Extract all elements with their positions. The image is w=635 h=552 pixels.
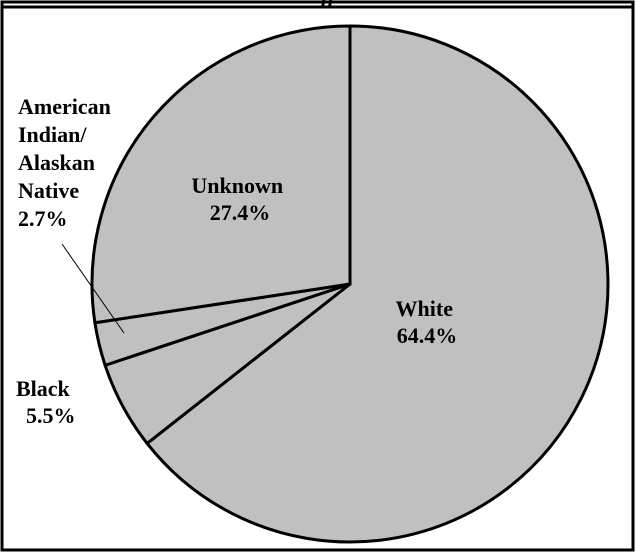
leader-line-american-indian bbox=[61, 243, 125, 334]
label-american-indian-line1: American bbox=[18, 94, 111, 119]
label-american-indian: American Indian/ Alaskan Native 2.7% bbox=[18, 94, 116, 231]
label-white-pct: 64.4% bbox=[397, 323, 458, 348]
label-unknown-pct: 27.4% bbox=[210, 200, 271, 225]
label-unknown: Unknown 27.4% bbox=[191, 173, 288, 225]
label-white-name: White bbox=[396, 296, 454, 321]
chart-title-fragment: ff bbox=[321, 0, 338, 9]
label-black-pct: 5.5% bbox=[26, 403, 76, 428]
label-black: Black 5.5% bbox=[16, 376, 76, 428]
label-american-indian-line3: Alaskan bbox=[18, 150, 95, 175]
label-white: White 64.4% bbox=[396, 296, 459, 348]
label-black-name: Black bbox=[16, 376, 71, 401]
label-american-indian-line2: Indian/ bbox=[18, 122, 87, 147]
pie-slice-unknown bbox=[90, 24, 352, 325]
pie-slice-white bbox=[145, 24, 610, 544]
label-american-indian-line4: Native bbox=[18, 178, 79, 203]
label-american-indian-pct: 2.7% bbox=[18, 206, 68, 231]
slices-layer bbox=[90, 24, 610, 544]
label-unknown-name: Unknown bbox=[191, 173, 283, 198]
